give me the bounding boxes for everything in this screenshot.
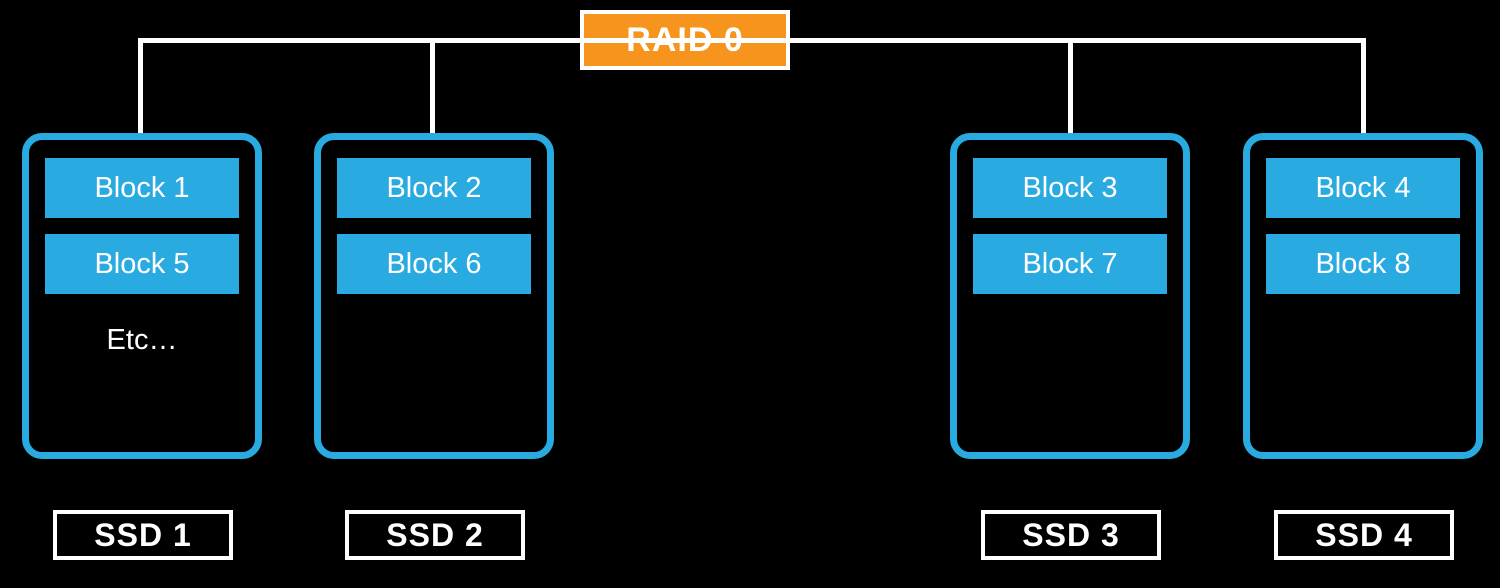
etc-text: Etc… — [45, 310, 239, 370]
block: Block 3 — [973, 158, 1167, 218]
ssd-label-2: SSD 2 — [345, 510, 525, 560]
ssd-label-4: SSD 4 — [1274, 510, 1454, 560]
block: Block 6 — [337, 234, 531, 294]
connector-vertical-4 — [1361, 38, 1366, 133]
ssd-label-1: SSD 1 — [53, 510, 233, 560]
block: Block 1 — [45, 158, 239, 218]
block: Block 5 — [45, 234, 239, 294]
disk-ssd2: Block 2 Block 6 — [314, 133, 554, 459]
block: Block 4 — [1266, 158, 1460, 218]
ssd-label-3: SSD 3 — [981, 510, 1161, 560]
disk-ssd1: Block 1 Block 5 Etc… — [22, 133, 262, 459]
connector-vertical-1 — [138, 38, 143, 133]
block: Block 7 — [973, 234, 1167, 294]
disk-ssd3: Block 3 Block 7 — [950, 133, 1190, 459]
block: Block 2 — [337, 158, 531, 218]
connector-vertical-2 — [430, 38, 435, 133]
connector-vertical-3 — [1068, 38, 1073, 133]
disk-ssd4: Block 4 Block 8 — [1243, 133, 1483, 459]
connector-main-horizontal — [138, 38, 1366, 43]
block: Block 8 — [1266, 234, 1460, 294]
